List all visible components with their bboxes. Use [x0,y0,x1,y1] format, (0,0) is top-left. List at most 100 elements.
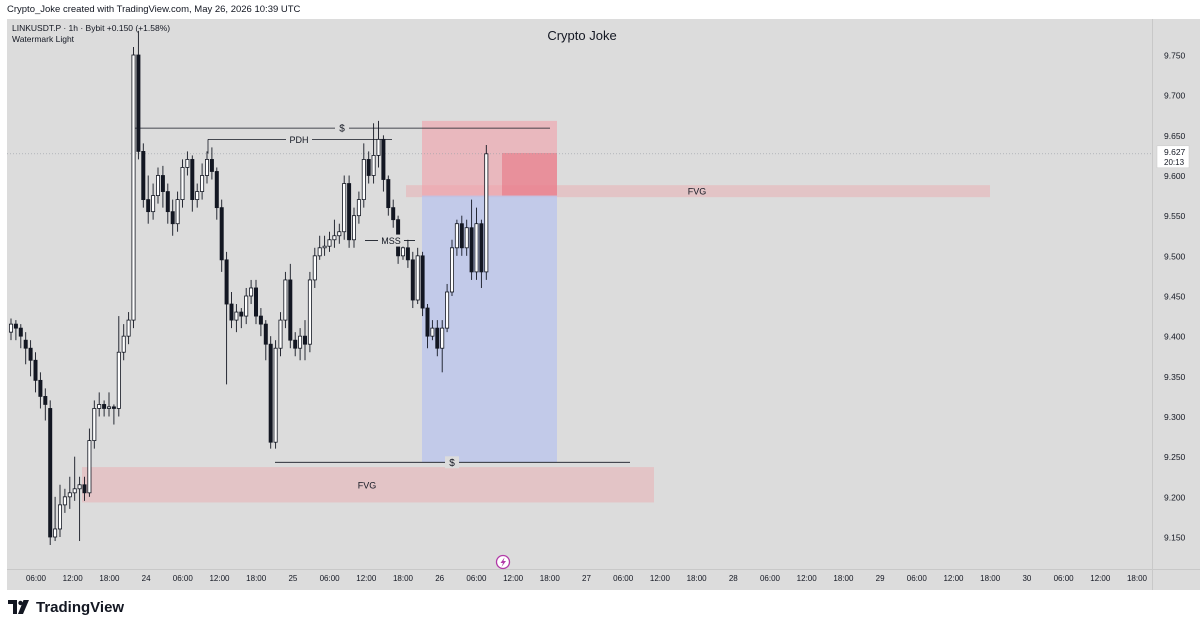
candle-body-up [430,327,435,337]
candle-body-up [454,223,459,249]
price-tick-label: 9.400 [1164,332,1186,342]
candle [347,175,352,248]
candle [454,219,459,256]
candle [209,147,214,180]
axis-corner [1152,569,1200,590]
time-tick-label: 24 [142,574,151,583]
time-tick-label: 29 [876,574,885,583]
pdh-label: PDH [289,135,308,145]
candle-body-up [449,247,454,293]
candle-body-down [219,207,224,261]
mss-label: MSS [381,236,401,246]
candle-body-down [425,307,430,337]
price-tick-label: 9.250 [1164,452,1186,462]
liquidity-label-bottom: $ [449,458,455,469]
candle-body-down [165,191,170,213]
candle-body-down [214,171,219,209]
last-price-value: 9.627 [1164,147,1186,157]
mss-label-bg [378,234,404,247]
price-tick-label: 9.350 [1164,372,1186,382]
tradingview-footer[interactable]: TradingView [8,597,124,617]
candle-body-down [111,406,116,409]
candle [180,159,185,208]
chart-title: Crypto Joke [547,28,616,43]
candle-body-up [234,311,239,321]
candle [239,308,244,329]
time-tick-label: 12:00 [943,574,964,583]
candle-body-up [87,440,92,494]
candle-body-up [249,287,254,297]
price-tick-label: 9.200 [1164,492,1186,502]
price-tick-label: 9.600 [1164,171,1186,181]
symbol-line: LINKUSDT.P · 1h · Bybit +0.150 (+1.58%) [12,23,170,33]
candle [82,476,87,501]
fvg-zone-bottom [82,467,654,503]
candle-body-up [400,247,405,257]
price-axis[interactable] [1152,19,1200,569]
candle-body-down [224,259,229,305]
chart-header-credit: Crypto_Joke created with TradingView.com… [7,4,301,15]
candle-body-up [356,199,361,217]
time-tick-label: 12:00 [797,574,818,583]
candle [116,316,121,417]
candle [288,263,293,349]
candle-body-down [263,323,268,345]
candle-body-up [415,255,420,301]
candle [219,199,224,272]
candle [131,46,136,329]
candle-body-down [239,311,244,317]
candle [23,332,28,365]
candle [484,144,489,280]
candle-body-up [8,323,13,333]
candle [244,287,249,325]
candle-body-down [420,255,425,309]
lightning-icon[interactable] [495,554,511,570]
time-tick-label: 18:00 [980,574,1001,583]
candle-body-up [322,245,327,249]
candle-body-up [371,155,376,176]
tradingview-brand: TradingView [36,598,125,616]
price-tick-label: 9.700 [1164,91,1186,101]
candle-body-down [435,327,440,349]
candle [33,352,38,393]
candle [175,191,180,232]
last-price-countdown: 20:13 [1164,158,1185,167]
candle-body-down [141,150,146,200]
candle [13,320,18,341]
fvg-label-top: FVG [688,187,707,197]
candle-body-up [126,319,131,337]
candle-body-down [391,207,396,221]
candle-body-up [92,408,97,442]
candle-body-up [72,488,77,494]
candle-body-down [268,343,273,443]
position-target-zone[interactable] [422,195,557,463]
candle [136,30,141,160]
candle [459,215,464,256]
candle [229,291,234,329]
candle-body-up [464,227,469,249]
candle-body-up [298,335,303,349]
candle [317,235,322,260]
candle-body-up [151,195,156,213]
candle [234,304,239,333]
candle-body-up [200,175,205,192]
time-tick-label: 06:00 [466,574,487,583]
candle [425,304,430,349]
time-tick-label: 18:00 [99,574,120,583]
candle [204,151,209,184]
candle-body-up [180,167,185,200]
candle-body-down [459,223,464,249]
candle [224,251,229,385]
candle-body-down [38,379,43,397]
time-tick-label: 06:00 [1054,574,1075,583]
time-tick-label: 26 [435,574,444,583]
time-axis[interactable] [7,569,1152,590]
candle [342,175,347,240]
candle-body-up [278,319,283,349]
time-tick-label: 18:00 [687,574,708,583]
candle [200,163,205,200]
last-price-tag[interactable] [1156,145,1190,169]
candle [327,231,332,252]
price-tick-label: 9.550 [1164,211,1186,221]
